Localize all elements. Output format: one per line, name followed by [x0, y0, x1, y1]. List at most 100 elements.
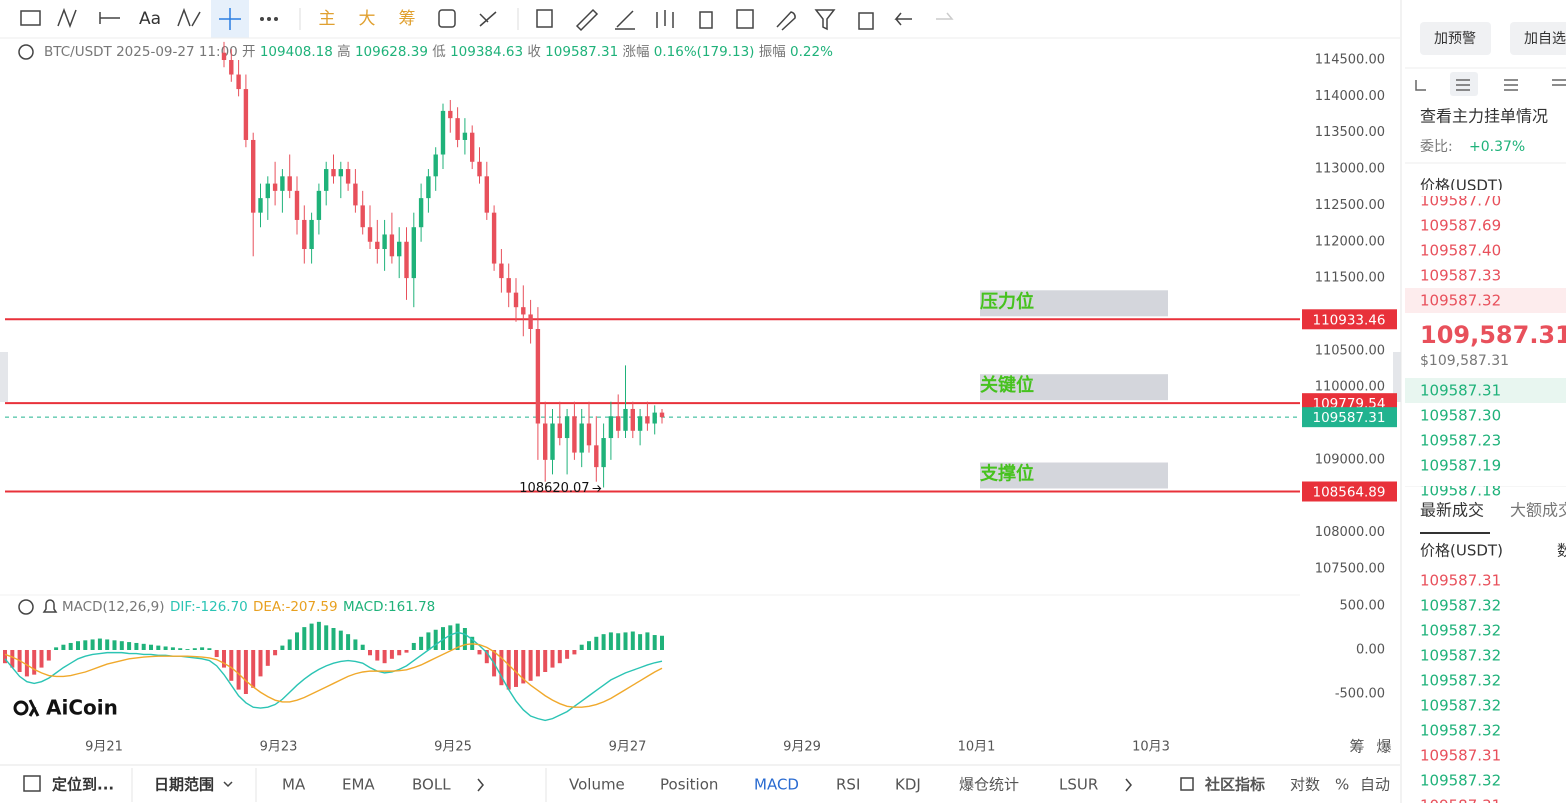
macd-bar — [404, 649, 409, 653]
tab-large[interactable]: 大额成交 — [1510, 501, 1566, 520]
auto-btn[interactable]: 自动 — [1360, 776, 1390, 794]
y-tick-label: 108000.00 — [1315, 525, 1385, 540]
candle-body — [528, 314, 533, 329]
macd-bar — [61, 644, 66, 650]
candle-body — [645, 416, 650, 424]
right-tab[interactable] — [1393, 352, 1401, 402]
macd-bar — [295, 632, 299, 650]
sub-indicator-btn[interactable]: Volume — [569, 776, 625, 794]
level-name: 支撑位 — [979, 462, 1034, 484]
measure-icon[interactable] — [479, 11, 497, 27]
macd-bar — [433, 629, 438, 650]
trade-price: 109587.32 — [1420, 697, 1501, 715]
x-tick-label: 9月23 — [260, 740, 298, 755]
more[interactable] — [260, 17, 264, 21]
collapse-icon[interactable] — [18, 599, 34, 615]
big-btn[interactable]: 大 — [359, 9, 376, 29]
candle-body — [229, 59, 234, 75]
sub-indicator-btn[interactable]: RSI — [836, 776, 860, 794]
y-tick-label: 112500.00 — [1315, 198, 1385, 213]
sub-indicator-btn[interactable]: 爆仓统计 — [959, 776, 1019, 794]
sub-indicator-btn[interactable]: KDJ — [895, 776, 921, 794]
wave-tool[interactable] — [57, 7, 77, 29]
macd-bar — [214, 649, 219, 658]
candle-body — [272, 183, 278, 191]
rect-tool[interactable] — [20, 10, 41, 26]
candle-body — [367, 227, 373, 242]
main-btn[interactable]: 主 — [319, 9, 336, 29]
watch-btn[interactable]: 加自选 — [1524, 31, 1566, 47]
watch-btn-bg[interactable] — [1510, 22, 1566, 55]
macd-bar — [200, 647, 205, 650]
line-tool[interactable] — [99, 12, 120, 24]
macd-bar — [346, 634, 351, 650]
calendar-icon[interactable] — [23, 775, 41, 792]
candle-body — [258, 198, 263, 213]
range-btn[interactable]: 日期范围 — [154, 776, 214, 794]
swap-icon[interactable] — [438, 9, 456, 28]
tool-icons[interactable] — [536, 8, 954, 32]
candle-body — [550, 423, 555, 460]
macd-bar — [506, 649, 511, 690]
candle-body — [557, 423, 562, 439]
sub-indicator-btn[interactable]: LSUR — [1059, 776, 1098, 794]
value: 0.22% — [790, 44, 833, 60]
trade-price: 109587.31 — [1420, 747, 1501, 765]
level-name-box — [980, 374, 1168, 401]
indicator-btn[interactable]: BOLL — [412, 776, 451, 794]
locate-btn[interactable]: 定位到... — [52, 776, 114, 794]
level-name-box — [980, 290, 1168, 317]
candle-body — [513, 292, 519, 308]
candle-body — [345, 169, 351, 184]
chips-btn[interactable]: 筹 — [399, 9, 416, 29]
macd-bar — [514, 649, 518, 687]
bid-price: 109587.19 — [1420, 457, 1501, 475]
candle-body — [470, 132, 475, 162]
log-btn[interactable]: 对数 — [1290, 776, 1320, 794]
candle-body — [630, 408, 635, 431]
candle-body — [302, 219, 307, 250]
macd-bar — [660, 635, 664, 650]
liq-axis[interactable]: 爆 — [1376, 738, 1391, 756]
candle-body — [338, 169, 343, 177]
book-mode[interactable] — [1450, 72, 1478, 96]
left-tab[interactable] — [0, 352, 8, 402]
macd-bar — [163, 646, 168, 650]
macd-bar — [499, 649, 504, 686]
pct-btn[interactable]: % — [1335, 776, 1349, 794]
time: 2025-09-27 11:00 — [116, 44, 238, 60]
macd-bar — [97, 638, 102, 650]
y-tick-label: 113500.00 — [1315, 125, 1385, 140]
candle-body — [477, 161, 482, 177]
alert-btn[interactable]: 加预警 — [1434, 31, 1476, 47]
crosshair-tool[interactable] — [219, 8, 241, 30]
macd-bar — [258, 649, 263, 677]
trade-price-head: 价格(USDT) — [1420, 542, 1503, 560]
macd-bar — [90, 639, 95, 650]
candle-body — [360, 205, 365, 228]
last-price-box — [1302, 407, 1397, 428]
chips-axis[interactable]: 筹 — [1349, 738, 1364, 756]
alert-icon[interactable] — [42, 599, 58, 613]
candle-body — [564, 416, 570, 439]
sub-indicator-btn[interactable]: MACD — [754, 776, 799, 794]
alert-btn-bg[interactable] — [1420, 22, 1491, 55]
ohlc-header: BTC/USDT 2025-09-27 11:00 开 109408.18 高 … — [44, 43, 833, 60]
fib-tool[interactable] — [177, 7, 201, 27]
orders-link[interactable]: 查看主力挂单情况 — [1420, 107, 1548, 126]
candle-body — [521, 307, 526, 315]
indicator-icon[interactable] — [1180, 777, 1194, 791]
sub-indicator-btn[interactable]: Position — [660, 776, 718, 794]
indicator-btn[interactable]: MA — [282, 776, 306, 794]
community-btn[interactable]: 社区指标 — [1204, 776, 1265, 794]
collapse-icon[interactable] — [18, 44, 34, 60]
macd-bar — [623, 632, 628, 650]
candle-body — [389, 234, 395, 257]
candle-body — [433, 154, 438, 177]
text-tool[interactable]: Aa — [139, 9, 161, 29]
tab-trades[interactable]: 最新成交 — [1420, 501, 1484, 520]
indicator-btn[interactable]: EMA — [342, 776, 375, 794]
macd-bar — [68, 642, 73, 650]
macd-tick-label: -500.00 — [1335, 686, 1385, 701]
